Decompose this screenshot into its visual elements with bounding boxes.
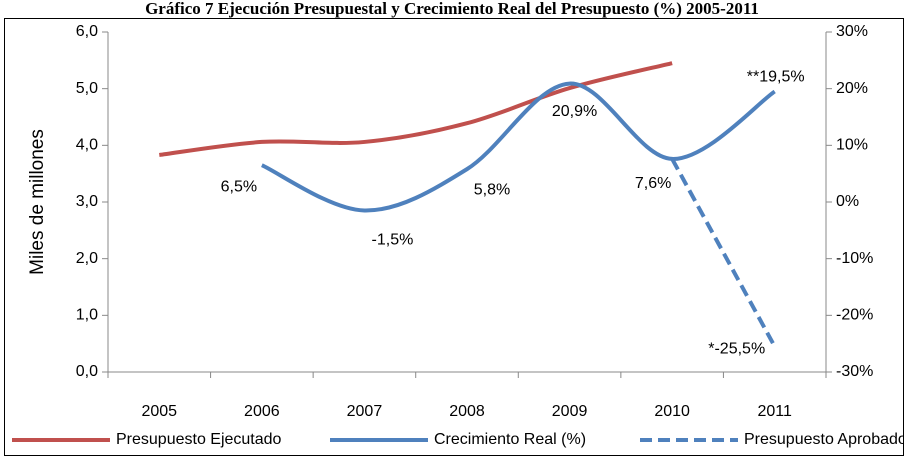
x-tick-label: 2006 bbox=[244, 403, 280, 420]
y-tick-label: 6,0 bbox=[76, 23, 98, 40]
data-label: 20,9% bbox=[552, 103, 597, 120]
series-line bbox=[261, 81, 776, 213]
y-tick-label: 4,0 bbox=[76, 137, 98, 154]
legend-label: Presupuesto Ejecutado bbox=[116, 431, 282, 448]
y-tick-label: 5,0 bbox=[76, 80, 98, 97]
x-tick-label: 2005 bbox=[141, 403, 177, 420]
data-label: 5,8% bbox=[474, 181, 510, 198]
y2-tick-label: -20% bbox=[836, 307, 873, 324]
y2-tick-label: -10% bbox=[836, 250, 873, 267]
y2-tick-label: -30% bbox=[836, 363, 873, 380]
y2-tick-label: 20% bbox=[836, 80, 868, 97]
y-tick-label: 0,0 bbox=[76, 363, 98, 380]
y2-tick-label: 0% bbox=[836, 193, 859, 210]
y2-tick-label: 10% bbox=[836, 137, 868, 154]
x-tick-label: 2007 bbox=[347, 403, 383, 420]
y-tick-label: 1,0 bbox=[76, 307, 98, 324]
y-tick-label: 2,0 bbox=[76, 250, 98, 267]
y-axis-label: Miles de millones bbox=[27, 129, 48, 275]
x-tick-label: 2011 bbox=[758, 403, 793, 420]
y-tick-label: 3,0 bbox=[76, 193, 98, 210]
data-label: 7,6% bbox=[635, 175, 671, 192]
x-tick-label: 2009 bbox=[552, 403, 588, 420]
series-line bbox=[670, 157, 777, 348]
data-label: **19,5% bbox=[747, 69, 805, 86]
data-label: 6,5% bbox=[221, 178, 257, 195]
x-tick-label: 2008 bbox=[449, 403, 485, 420]
x-tick-label: 2010 bbox=[654, 403, 690, 420]
chart-title: Gráfico 7 Ejecución Presupuestal y Creci… bbox=[145, 0, 759, 18]
data-label: *-25,5% bbox=[708, 341, 765, 358]
y2-tick-label: 30% bbox=[836, 23, 868, 40]
legend-label: Presupuesto Aprobado bbox=[744, 431, 904, 448]
data-label: -1,5% bbox=[372, 232, 414, 249]
legend-label: Crecimiento Real (%) bbox=[434, 431, 586, 448]
